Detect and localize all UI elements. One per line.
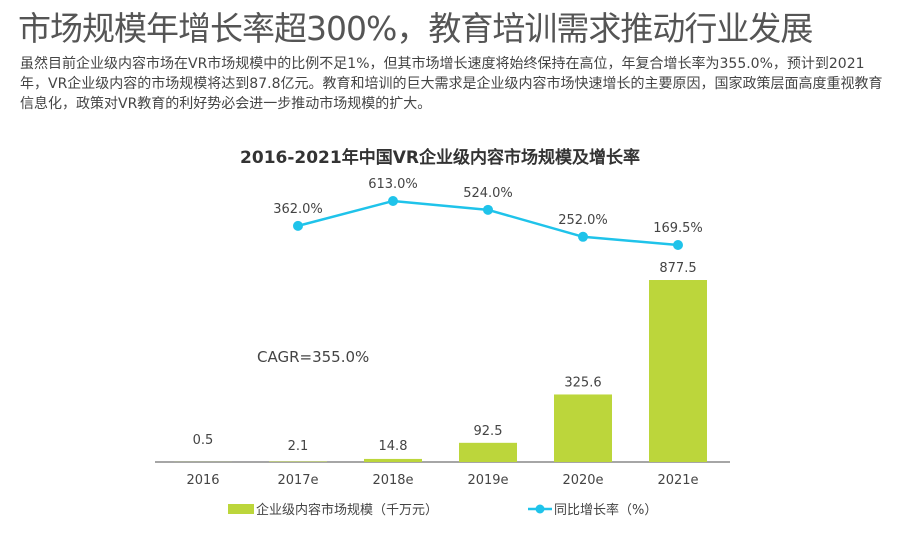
- x-tick-label: 2019e: [467, 473, 508, 488]
- growth-point: [293, 220, 303, 231]
- bar-value-label: 0.5: [193, 433, 214, 448]
- growth-value-label: 252.0%: [558, 213, 608, 228]
- x-tick-label: 2017e: [277, 473, 318, 488]
- cagr-annotation: CAGR=355.0%: [257, 348, 369, 366]
- bar-value-label: 877.5: [659, 261, 696, 276]
- legend-bar-label: 企业级内容市场规模（千万元）: [256, 502, 438, 518]
- growth-point: [673, 239, 683, 250]
- x-tick-label: 2020e: [562, 473, 603, 488]
- bar-value-label: 2.1: [288, 439, 309, 454]
- bar-value-label: 14.8: [379, 439, 408, 454]
- legend-line-label: 同比增长率（%）: [554, 502, 657, 518]
- growth-point: [388, 195, 398, 206]
- description: 虽然目前企业级内容市场在VR市场规模中的比例不足1%，但其市场增长速度将始终保持…: [20, 56, 883, 112]
- x-tick-label: 2021e: [657, 473, 698, 488]
- x-tick-label: 2018e: [372, 473, 413, 488]
- bar-value-label: 92.5: [474, 424, 503, 439]
- growth-value-label: 613.0%: [368, 177, 418, 192]
- chart-title: 2016-2021年中国VR企业级内容市场规模及增长率: [240, 147, 640, 168]
- bar-value-label: 325.6: [564, 375, 601, 390]
- bar: [364, 458, 422, 462]
- headline: 市场规模年增长率超300%，教育培训需求推动行业发展: [18, 9, 813, 48]
- legend-line-marker: [535, 504, 545, 514]
- growth-value-label: 362.0%: [273, 202, 323, 217]
- growth-point: [578, 231, 588, 242]
- legend-bar-swatch: [228, 504, 254, 514]
- growth-value-label: 169.5%: [653, 221, 703, 236]
- x-tick-label: 2016: [186, 473, 219, 488]
- growth-value-label: 524.0%: [463, 186, 513, 201]
- bar: [649, 280, 707, 462]
- bar: [459, 442, 517, 462]
- growth-point: [483, 204, 493, 215]
- bar: [554, 394, 612, 462]
